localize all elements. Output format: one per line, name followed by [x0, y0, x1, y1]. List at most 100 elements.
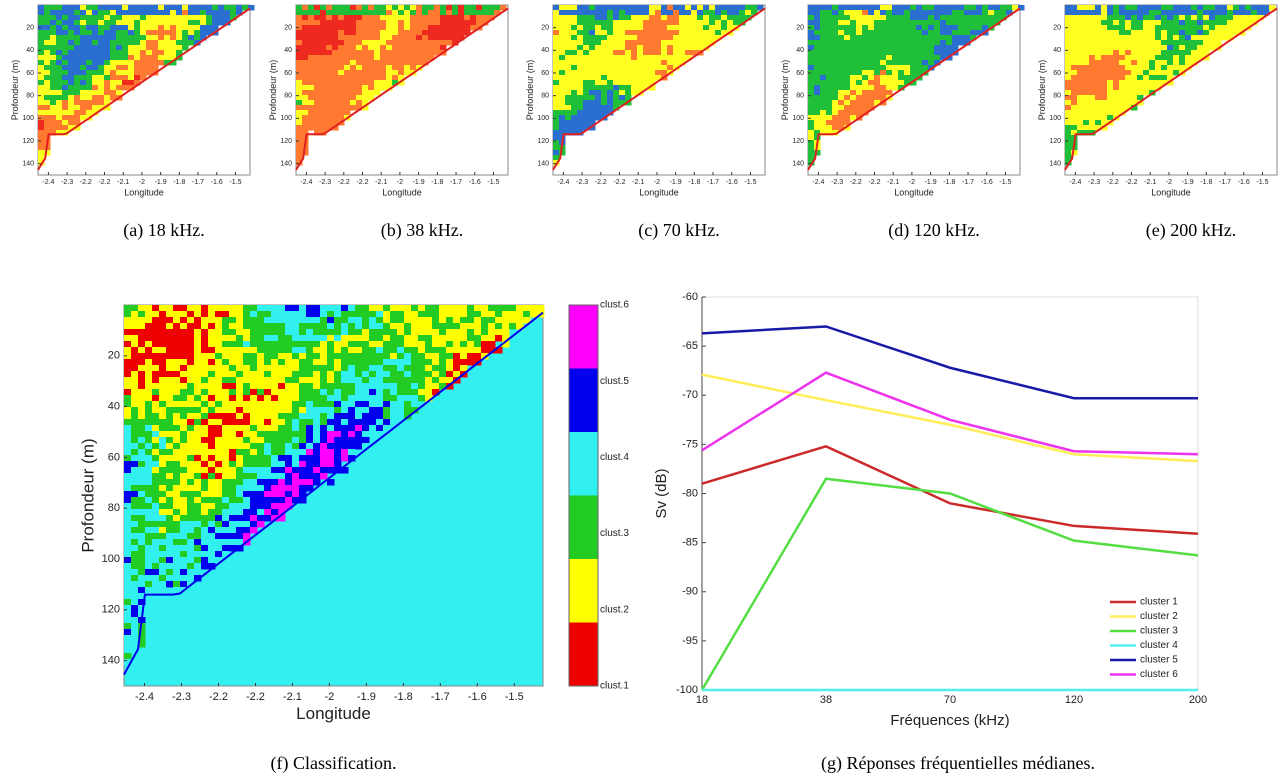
echo-cell	[1167, 70, 1174, 76]
echo-cell	[1233, 10, 1240, 16]
echo-cell	[131, 317, 139, 324]
echo-cell	[362, 311, 370, 318]
echo-cell	[285, 353, 293, 360]
echo-cell	[320, 461, 328, 468]
echo-cell	[374, 20, 381, 26]
echo-cell	[356, 10, 363, 16]
x-tick-label: -1.6	[726, 179, 738, 186]
echo-cell	[116, 45, 123, 51]
echo-cell	[327, 455, 335, 462]
echo-cell	[631, 55, 638, 61]
echo-cell	[68, 105, 75, 111]
echo-cell	[1197, 50, 1204, 56]
echo-cell	[362, 335, 370, 342]
echo-cell	[369, 389, 377, 396]
echo-cell	[138, 401, 146, 408]
echo-cell	[715, 5, 722, 11]
echo-cell	[166, 329, 174, 336]
echo-cell	[159, 335, 167, 342]
echo-cell	[1119, 5, 1126, 11]
echo-cell	[208, 473, 216, 480]
echo-cell	[571, 15, 578, 21]
echo-cell	[74, 35, 81, 41]
echo-cell	[411, 335, 419, 342]
x-tick-label: 38	[820, 694, 832, 706]
series-line	[701, 445, 1199, 536]
echo-cell	[257, 485, 265, 492]
echo-cell	[176, 30, 183, 36]
echo-cell	[215, 449, 223, 456]
echo-cell	[338, 100, 345, 106]
echo-cell	[970, 25, 977, 31]
echo-cell	[850, 70, 857, 76]
echo-cell	[404, 70, 411, 76]
echo-cell	[326, 10, 333, 16]
echo-cell	[201, 359, 209, 366]
echo-cell	[1071, 45, 1078, 51]
echo-cell	[236, 371, 244, 378]
echo-cell	[1125, 95, 1132, 101]
echo-cell	[341, 395, 349, 402]
echo-cell	[236, 539, 244, 546]
echo-cell	[862, 35, 869, 41]
echo-cell	[201, 425, 209, 432]
x-tick-label: -1.5	[505, 691, 524, 703]
echo-cell	[327, 341, 335, 348]
echo-cell	[1155, 50, 1162, 56]
echo-cell	[187, 467, 195, 474]
echo-cell	[264, 353, 272, 360]
echo-cell	[341, 449, 349, 456]
echo-cell	[583, 60, 590, 66]
echo-cell	[278, 461, 286, 468]
echo-cell	[934, 30, 941, 36]
echo-cell	[1125, 25, 1132, 31]
echo-cell	[187, 479, 195, 486]
echo-cell	[607, 65, 614, 71]
echo-cell	[1215, 10, 1222, 16]
echo-cell	[326, 45, 333, 51]
echo-cell	[145, 461, 153, 468]
echo-cell	[619, 35, 626, 41]
echo-cell	[50, 40, 57, 46]
echo-cell	[411, 359, 419, 366]
echo-cell	[250, 413, 258, 420]
echo-cell	[320, 443, 328, 450]
echo-cell	[850, 5, 857, 11]
echo-cell	[571, 5, 578, 11]
echo-cell	[271, 323, 279, 330]
echo-cell	[565, 55, 572, 61]
echo-cell	[271, 467, 279, 474]
echo-cell	[68, 70, 75, 76]
echo-cell	[619, 65, 626, 71]
echo-cell	[1101, 50, 1108, 56]
echo-cell	[856, 5, 863, 11]
echo-cell	[595, 90, 602, 96]
echo-cell	[464, 5, 471, 11]
echo-cell	[56, 5, 63, 11]
echo-cell	[348, 383, 356, 390]
echo-cell	[236, 479, 244, 486]
echo-cell	[320, 401, 328, 408]
echo-cell	[122, 65, 129, 71]
echo-cell	[344, 45, 351, 51]
echo-cell	[250, 425, 258, 432]
echo-cell	[428, 30, 435, 36]
echo-cell	[302, 45, 309, 51]
echo-cell	[928, 25, 935, 31]
echo-cell	[327, 449, 335, 456]
echo-cell	[236, 365, 244, 372]
echo-cell	[243, 425, 251, 432]
echo-cell	[86, 10, 93, 16]
echo-cell	[649, 15, 656, 21]
echo-cell	[1149, 45, 1156, 51]
echo-cell	[299, 371, 307, 378]
echo-cell	[326, 80, 333, 86]
echo-cell	[334, 353, 342, 360]
echo-cell	[1173, 5, 1180, 11]
echo-cell	[808, 125, 815, 131]
echo-cell	[215, 539, 223, 546]
echo-cell	[86, 25, 93, 31]
echo-cell	[187, 515, 195, 522]
echo-cell	[250, 521, 258, 528]
echo-cell	[257, 341, 265, 348]
